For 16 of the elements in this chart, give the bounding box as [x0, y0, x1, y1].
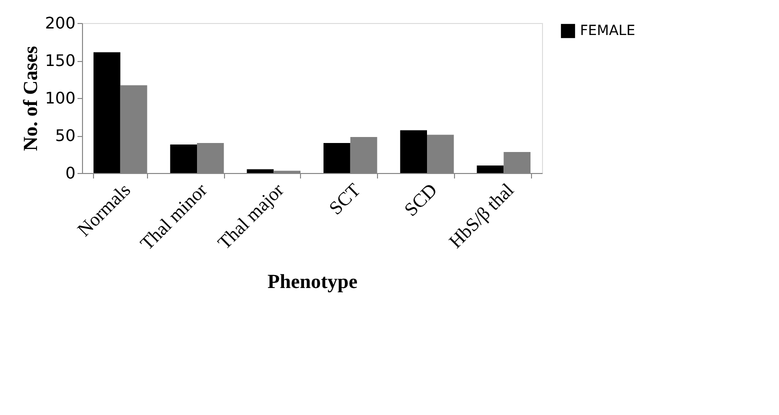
- y-tick-label: 150: [44, 51, 76, 70]
- bar: [324, 143, 350, 173]
- bar: [400, 130, 427, 173]
- y-axis-title: No. of Cases: [20, 46, 42, 151]
- y-tick-label: 100: [44, 88, 76, 108]
- bar: [170, 144, 197, 173]
- x-tick-label: SCD: [400, 180, 442, 221]
- x-axis-title: Phenotype: [268, 271, 358, 294]
- bar: [94, 52, 120, 173]
- bar: [476, 166, 504, 173]
- y-tick-label: 0: [65, 164, 76, 182]
- y-tick-label: 50: [55, 126, 76, 145]
- x-tick-label: SCT: [325, 180, 366, 220]
- legend-label: FEMALE: [580, 23, 636, 39]
- y-tick-label: 200: [44, 14, 76, 32]
- bar: [246, 169, 274, 173]
